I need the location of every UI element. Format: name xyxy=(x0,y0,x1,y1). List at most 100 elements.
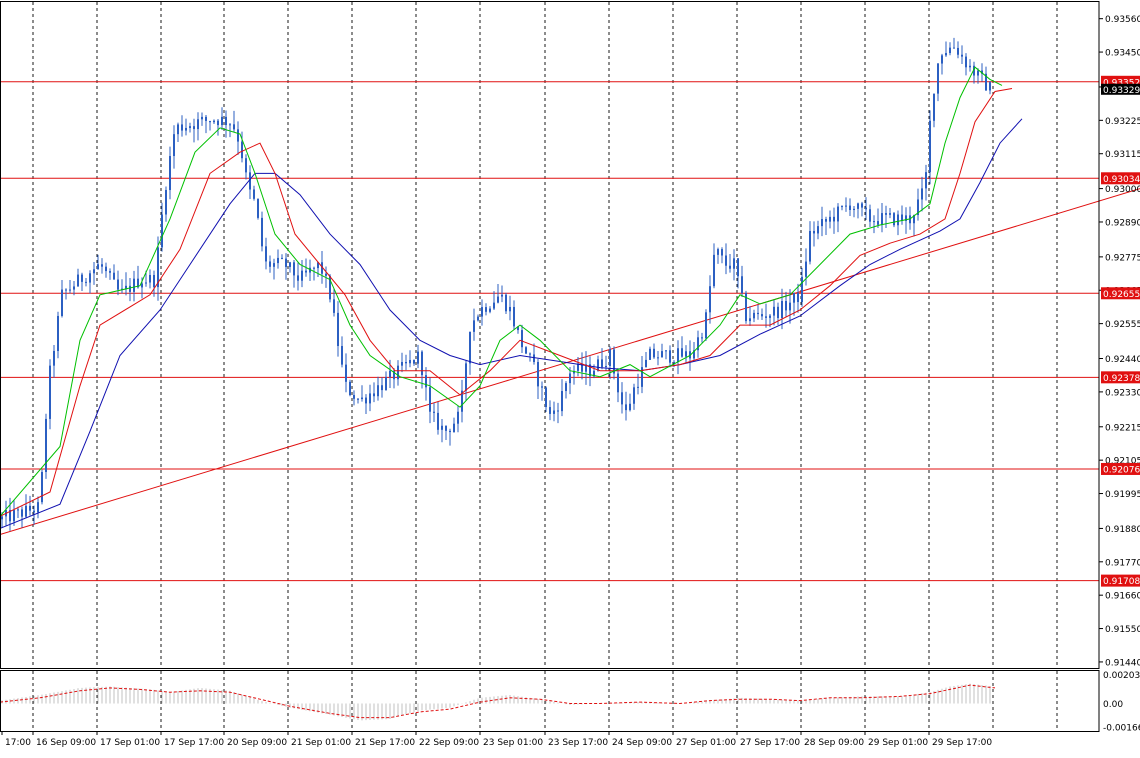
candle-body xyxy=(261,217,263,247)
candle-body xyxy=(925,172,927,189)
candle-body xyxy=(729,265,731,269)
candle-body xyxy=(69,289,71,291)
candle-body xyxy=(109,271,111,273)
candle-body xyxy=(49,365,51,419)
candle-body xyxy=(117,279,119,290)
candle-body xyxy=(833,216,835,222)
level-price-tag xyxy=(1101,574,1140,587)
candle-body xyxy=(265,246,267,262)
price-tick-label: 0.92215 xyxy=(1105,423,1140,433)
candle-body xyxy=(177,124,179,135)
candle-body xyxy=(481,307,483,317)
candle-body xyxy=(433,411,435,413)
candle-body xyxy=(229,124,231,126)
candle-body xyxy=(429,387,431,412)
candle-body xyxy=(245,158,247,173)
price-tick-label: 0.92440 xyxy=(1105,355,1140,365)
time-axis: 17:00 16 Sep 09:00 17 Sep 01:00 17 Sep 17:0… xyxy=(1,731,992,748)
candle-body xyxy=(293,262,295,276)
oscillator-tick-label: -0.00166 xyxy=(1103,723,1140,733)
candle-body xyxy=(809,230,811,262)
candle-body xyxy=(389,370,391,378)
candle-body xyxy=(501,294,503,297)
candle-body xyxy=(717,249,719,255)
level-price-label: 0.92378 xyxy=(1103,374,1140,384)
candle-body xyxy=(933,93,935,121)
candle-body xyxy=(145,282,147,284)
candle-body xyxy=(365,397,367,404)
candle-body xyxy=(37,502,39,513)
candle-body xyxy=(377,385,379,397)
candle-body xyxy=(233,124,235,130)
candle-body xyxy=(593,370,595,377)
candle-body xyxy=(789,302,791,311)
candle-body xyxy=(889,213,891,215)
candle-body xyxy=(633,387,635,404)
candle-body xyxy=(545,387,547,408)
candle-body xyxy=(529,353,531,355)
candle-body xyxy=(553,410,555,414)
candle-body xyxy=(349,381,351,396)
candle-body xyxy=(609,349,611,366)
price-tick-label: 0.93000 xyxy=(1105,185,1140,195)
candle-body xyxy=(901,214,903,221)
candle-body xyxy=(237,129,239,142)
candle-body xyxy=(941,55,943,64)
price-tick-label: 0.93115 xyxy=(1105,150,1140,160)
candle-body xyxy=(469,331,471,364)
candle-body xyxy=(617,373,619,393)
candle-body xyxy=(129,285,131,292)
candle-body xyxy=(221,116,223,126)
price-tick-label: 0.92105 xyxy=(1105,457,1140,467)
candle-body xyxy=(1,516,3,520)
candle-body xyxy=(97,264,99,270)
candle-body xyxy=(169,156,171,191)
price-tick-label: 0.93560 xyxy=(1105,15,1140,25)
candles xyxy=(1,37,991,531)
candle-body xyxy=(561,391,563,412)
candle-body xyxy=(477,316,479,321)
candle-body xyxy=(705,312,707,339)
candle-body xyxy=(357,398,359,400)
candle-body xyxy=(381,385,383,391)
time-tick-label: 27 Sep 17:00 xyxy=(740,738,800,748)
candle-body xyxy=(697,337,699,351)
candle-body xyxy=(913,215,915,224)
level-price-tag xyxy=(1101,371,1140,384)
current-price-tag xyxy=(1101,83,1140,95)
candle-body xyxy=(873,221,875,223)
candle-body xyxy=(645,359,647,368)
candle-body xyxy=(65,289,67,291)
candle-body xyxy=(225,116,227,126)
candle-body xyxy=(549,407,551,414)
candle-body xyxy=(541,386,543,388)
candle-body xyxy=(853,208,855,211)
candle-body xyxy=(165,190,167,215)
time-tick-label: 20 Sep 09:00 xyxy=(227,738,287,748)
candle-body xyxy=(977,70,979,76)
candle-body xyxy=(201,116,203,120)
candle-body xyxy=(961,54,963,57)
candle-body xyxy=(745,293,747,322)
candle-body xyxy=(385,377,387,391)
candle-body xyxy=(521,330,523,348)
candle-body xyxy=(241,141,243,159)
candle-body xyxy=(605,365,607,367)
main-panel-border xyxy=(0,1,1100,669)
candle-body xyxy=(137,278,139,288)
candle-body xyxy=(113,272,115,280)
oscillator-tick-label: 0.00 xyxy=(1103,700,1123,710)
candle-body xyxy=(761,314,763,317)
candle-body xyxy=(665,350,667,352)
candle-body xyxy=(537,361,539,387)
candle-body xyxy=(161,214,163,248)
candle-body xyxy=(489,308,491,312)
candle-body xyxy=(181,124,183,131)
candle-body xyxy=(701,337,703,339)
candle-body xyxy=(397,365,399,380)
candle-body xyxy=(121,288,123,290)
candle-body xyxy=(29,505,31,511)
price-tick-label: 0.91440 xyxy=(1105,658,1140,668)
candle-body xyxy=(577,363,579,371)
candle-body xyxy=(409,360,411,364)
